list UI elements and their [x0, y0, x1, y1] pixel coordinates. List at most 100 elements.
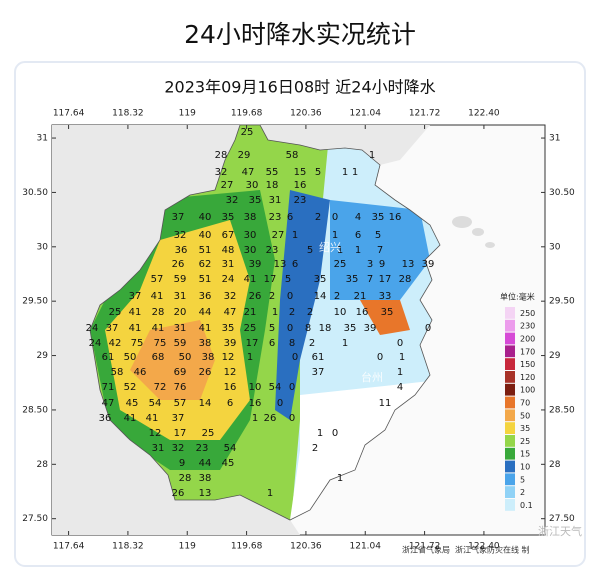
legend-swatch: [505, 460, 515, 473]
station-value: 28: [152, 307, 165, 318]
x-tick-label: 120.36: [290, 109, 322, 119]
station-value: 31: [174, 291, 187, 302]
place-name: 温州: [307, 458, 329, 471]
y-tick-label: 29: [37, 351, 49, 361]
station-value: 2: [309, 338, 315, 349]
station-value: 1: [342, 167, 348, 178]
map-title: 2023年09月16日08时 近24小时降水: [164, 78, 435, 97]
station-value: 37: [106, 323, 119, 334]
station-value: 41: [199, 323, 212, 334]
station-value: 24: [89, 338, 102, 349]
y-tick-label: 28.50: [22, 405, 48, 415]
y-tick-label: 27.50: [22, 514, 48, 524]
legend-label: 200: [520, 335, 535, 344]
station-value: 46: [134, 367, 147, 378]
station-value: 51: [199, 274, 212, 285]
station-value: 39: [422, 259, 435, 270]
station-value: 31: [269, 195, 282, 206]
y-tick-label: 28.50: [549, 405, 575, 415]
station-value: 32: [226, 195, 239, 206]
station-value: 54: [149, 398, 162, 409]
x-tick-label: 118.32: [112, 542, 144, 552]
y-tick-label: 31: [37, 134, 48, 144]
station-value: 68: [152, 352, 165, 363]
station-value: 17: [379, 274, 392, 285]
station-value: 35: [372, 212, 385, 223]
station-value: 42: [109, 338, 122, 349]
station-value: 35: [344, 323, 357, 334]
station-value: 41: [244, 274, 257, 285]
station-value: 26: [172, 259, 185, 270]
station-value: 4: [397, 382, 403, 393]
station-value: 25: [202, 428, 215, 439]
x-tick-label: 118.32: [112, 109, 144, 119]
station-value: 12: [222, 352, 235, 363]
y-tick-label: 30: [549, 242, 561, 252]
station-value: 1: [337, 473, 343, 484]
legend-label: 10: [520, 463, 530, 472]
station-value: 28: [215, 150, 228, 161]
x-tick-label: 117.64: [53, 109, 85, 119]
station-value: 13: [199, 488, 212, 499]
station-value: 41: [124, 413, 137, 424]
station-value: 26: [249, 291, 262, 302]
station-value: 75: [131, 338, 144, 349]
station-value: 39: [364, 323, 377, 334]
station-value: 7: [377, 245, 383, 256]
station-value: 32: [172, 443, 185, 454]
station-value: 1: [352, 167, 358, 178]
station-value: 1: [332, 230, 338, 241]
station-value: 40: [199, 212, 212, 223]
station-value: 7: [367, 274, 373, 285]
x-tick-label: 117.64: [53, 542, 85, 552]
station-value: 35: [314, 274, 327, 285]
station-value: 2: [334, 291, 340, 302]
station-value: 67: [222, 230, 235, 241]
station-value: 75: [154, 338, 167, 349]
legend-swatch: [505, 383, 515, 396]
legend-swatch: [505, 422, 515, 434]
station-value: 38: [199, 473, 212, 484]
page-title: 24小时降水实况统计: [184, 20, 416, 49]
station-value: 27: [221, 180, 234, 191]
station-value: 37: [172, 413, 185, 424]
station-value: 14: [314, 291, 327, 302]
legend-label: 250: [520, 309, 535, 318]
legend-swatch: [505, 371, 515, 383]
station-value: 31: [174, 323, 187, 334]
legend-swatch: [505, 499, 515, 511]
station-value: 2: [307, 307, 313, 318]
legend-swatch: [505, 332, 515, 345]
station-value: 39: [224, 338, 237, 349]
legend-label: 2: [520, 488, 525, 497]
station-value: 48: [222, 245, 235, 256]
station-value: 23: [269, 212, 282, 223]
legend-swatch: [505, 358, 515, 370]
x-tick-label: 119.68: [231, 109, 263, 119]
station-value: 6: [269, 338, 275, 349]
station-value: 0: [397, 338, 403, 349]
station-value: 55: [266, 167, 279, 178]
station-value: 23: [266, 245, 279, 256]
place-name: 绍兴: [319, 240, 341, 254]
x-tick-label: 122.40: [468, 109, 500, 119]
legend-swatch: [505, 409, 515, 422]
station-value: 0: [377, 352, 383, 363]
station-value: 59: [174, 274, 187, 285]
station-value: 6: [292, 259, 298, 270]
station-value: 25: [334, 259, 347, 270]
station-value: 0: [332, 212, 338, 223]
station-value: 18: [266, 180, 279, 191]
station-value: 32: [174, 230, 187, 241]
station-value: 30: [244, 245, 257, 256]
x-tick-label: 121.04: [350, 542, 382, 552]
legend-label: 35: [520, 424, 530, 433]
station-value: 17: [264, 274, 277, 285]
station-value: 0: [287, 291, 293, 302]
station-value: 1: [369, 150, 375, 161]
station-value: 15: [294, 167, 307, 178]
station-value: 32: [215, 167, 228, 178]
station-value: 76: [174, 382, 187, 393]
